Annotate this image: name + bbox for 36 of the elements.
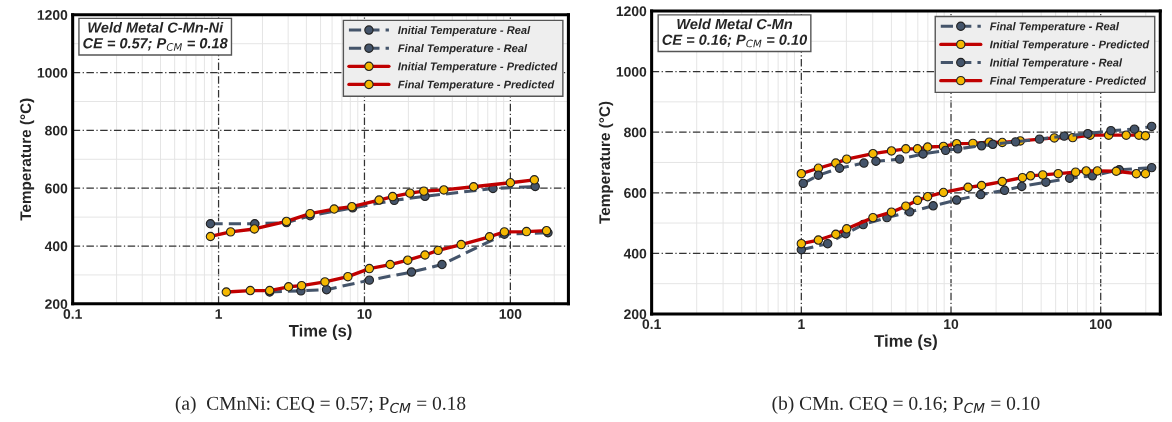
y-tick-label: 1000 [37, 67, 68, 78]
x-axis-title: Time (s) [874, 334, 937, 351]
text: Weld Metal C-Mn-Ni CE = 0.57; P$_{CM}$ = 0.18 [83, 22, 228, 51]
x-tick-label: 10 [357, 309, 372, 319]
y-tick-label: 800 [45, 125, 68, 136]
legend-label: Final Temperature - Predicted [989, 76, 1147, 87]
y-tick-label: 200 [624, 309, 647, 320]
x-axis-title: Time (s) [288, 324, 352, 340]
y-tick-label: 200 [45, 299, 68, 310]
legend-label: Final Temperature - Predicted [398, 80, 555, 91]
x-tick-label: 10 [944, 319, 959, 330]
x-tick-label: 0.1 [642, 319, 661, 330]
y-axis-title: Temperature (°C) [598, 101, 614, 224]
y-tick-label: 1200 [37, 10, 68, 20]
y-tick-label: 600 [45, 183, 68, 194]
y-tick-label: 1200 [616, 6, 647, 17]
x-tick-label: 0.1 [63, 309, 82, 319]
y-tick-label: 400 [623, 248, 647, 259]
y-tick-label: 400 [44, 241, 68, 252]
y-tick-label: 800 [624, 127, 647, 138]
text: Weld Metal C-Mn CE = 0.16; P$_{CM}$ = 0.10 [662, 18, 808, 48]
x-tick-label: 100 [499, 309, 522, 319]
x-tick-label: 1 [215, 309, 223, 319]
legend-label: Final Temperature - Real [989, 22, 1120, 33]
x-tick-label: 100 [1090, 319, 1112, 330]
legend-label: Initial Temperature - Real [398, 25, 531, 37]
legend-label: Initial Temperature - Predicted [989, 40, 1150, 51]
text: (b) CMn. CEQ = 0.16; P$_{CM}$ = 0.10 [772, 396, 1040, 414]
legend-label: Final Temperature - Real [398, 44, 528, 55]
legend-label: Initial Temperature - Real [989, 58, 1123, 69]
text: (a) CMnNi: CEQ = 0.57; P$_{CM}$ = 0.18 [175, 396, 466, 414]
y-tick-label: 600 [624, 188, 647, 198]
legend-label: Initial Temperature - Predicted [398, 62, 558, 73]
y-tick-label: 1000 [616, 66, 647, 77]
x-tick-label: 1 [798, 319, 805, 329]
y-axis-title: Temperature (°C) [19, 98, 35, 221]
